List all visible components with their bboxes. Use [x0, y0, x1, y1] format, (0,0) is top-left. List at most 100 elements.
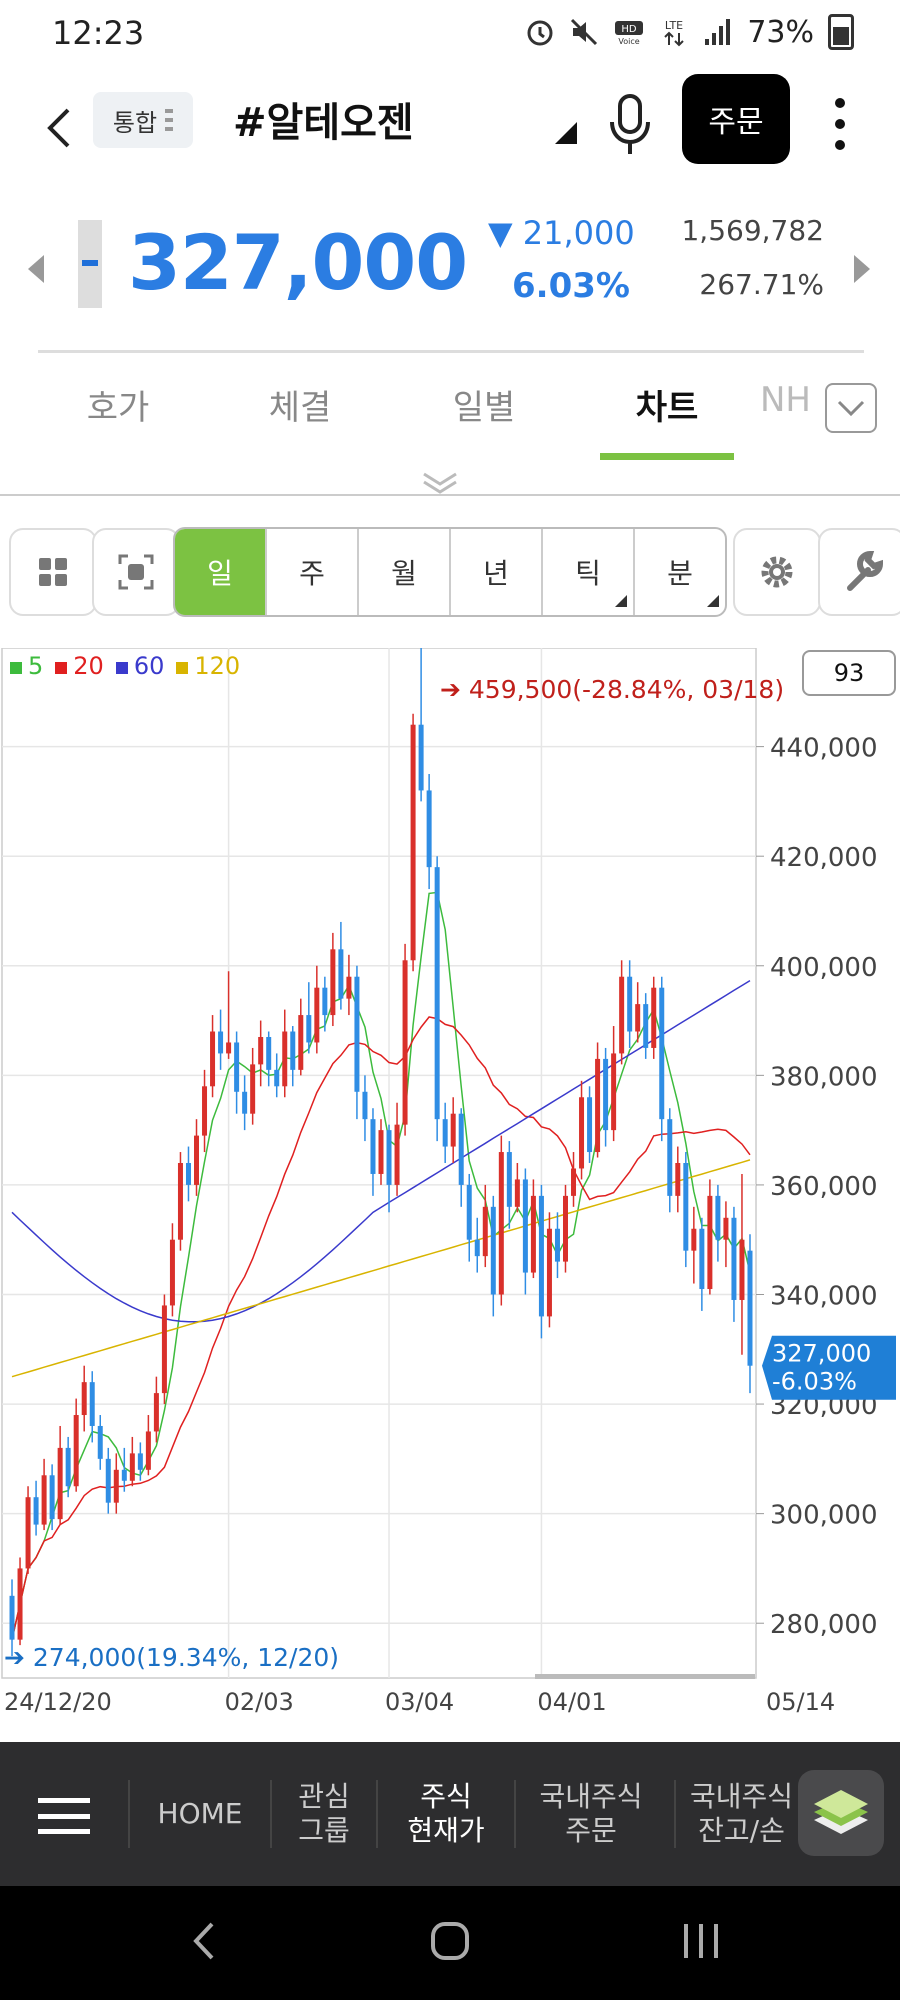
nav-watch-group[interactable]: 관심 그룹	[272, 1742, 376, 1886]
tab-chart[interactable]: 차트	[635, 388, 699, 428]
market-select[interactable]: 통합	[93, 92, 193, 148]
x-tick-label: 03/04	[385, 1688, 454, 1716]
tab-orderbook[interactable]: 호가	[86, 388, 150, 428]
layers-icon	[814, 1790, 868, 1834]
active-tab-indicator	[600, 453, 734, 460]
period-selector: 일 주 월 년 틱 분	[173, 527, 727, 617]
period-day[interactable]: 일	[175, 529, 267, 615]
tab-nh[interactable]: NH	[760, 380, 811, 420]
ma-legend: 5 20 60 120	[10, 652, 240, 680]
signal-icon	[705, 19, 731, 45]
system-recents-icon[interactable]	[676, 1916, 726, 1966]
back-arrow-icon[interactable]	[36, 102, 88, 154]
nav-divider	[514, 1780, 516, 1848]
divider	[38, 350, 864, 353]
focus-frame-icon	[118, 554, 154, 590]
candle-body	[723, 1217, 729, 1240]
period-tick[interactable]: 틱	[543, 529, 635, 615]
tab-trades[interactable]: 체결	[268, 388, 332, 428]
period-minute[interactable]: 분	[635, 529, 725, 615]
nav-stock-current[interactable]: 주식 현재가	[378, 1742, 514, 1886]
period-label: 주	[299, 557, 325, 590]
candle-body	[194, 1135, 200, 1185]
header: 통합 #알테오젠 주문	[0, 70, 900, 190]
candle-body	[619, 976, 625, 1054]
tab-bar: 호가 체결 일별 차트 NH	[0, 360, 900, 470]
candle-body	[579, 1097, 585, 1169]
candle-body	[169, 1239, 175, 1306]
legend-item-ma60: 60	[115, 652, 164, 680]
tab-daily[interactable]: 일별	[452, 388, 516, 428]
system-back-icon[interactable]	[180, 1916, 230, 1966]
candle-body	[474, 1239, 480, 1257]
period-label: 틱	[575, 557, 601, 590]
candle-body	[514, 1179, 520, 1207]
candle-count-input[interactable]: 93	[802, 650, 896, 696]
plot-frame	[1, 648, 757, 1679]
dropdown-corner-icon[interactable]	[555, 122, 577, 144]
candle-body	[731, 1217, 737, 1300]
candle-body	[522, 1179, 528, 1273]
nav-domestic-balance[interactable]: 국내주식 잔고/손	[690, 1742, 830, 1886]
more-menu-icon[interactable]	[830, 98, 850, 158]
status-bar: 12:23 HD Voice LTE 73%	[0, 0, 900, 70]
candle-body	[121, 1469, 127, 1481]
last-pct-label: -6.03%	[772, 1368, 857, 1396]
period-week[interactable]: 주	[267, 529, 359, 615]
nav-domestic-order[interactable]: 국내주식 주문	[516, 1742, 666, 1886]
layout-grid-button[interactable]	[9, 528, 97, 616]
next-stock-arrow-icon[interactable]	[854, 255, 870, 283]
candle-body	[81, 1382, 87, 1416]
battery-text: 73%	[747, 14, 814, 50]
y-tick-label: 340,000	[770, 1281, 878, 1311]
prev-stock-arrow-icon[interactable]	[28, 255, 44, 283]
candle-body	[715, 1195, 721, 1240]
fullscreen-button[interactable]	[92, 528, 180, 616]
candle-body	[691, 1228, 697, 1251]
candle-body	[242, 1091, 248, 1114]
nav-label: HOME	[157, 1797, 243, 1830]
layers-button[interactable]	[798, 1770, 884, 1856]
period-label: 일	[207, 557, 233, 590]
system-home-icon[interactable]	[425, 1916, 475, 1966]
candle-body	[9, 1595, 15, 1640]
candle-body	[105, 1458, 111, 1503]
expand-chevron-icon[interactable]	[420, 470, 460, 494]
ma20-line	[11, 1016, 751, 1640]
period-year[interactable]: 년	[451, 529, 543, 615]
candle-body	[57, 1447, 63, 1520]
microphone-icon[interactable]	[600, 90, 660, 160]
candle-body	[442, 1119, 448, 1147]
gear-icon	[761, 556, 793, 588]
y-tick-label: 420,000	[770, 843, 878, 873]
price-chart[interactable]: 440,000 420,000 400,000 380,000 360,000 340,0…	[0, 648, 900, 1723]
nav-home[interactable]: HOME	[130, 1742, 270, 1886]
nav-divider	[674, 1780, 676, 1848]
nav-label: 국내주식 주문	[539, 1780, 643, 1847]
stock-name[interactable]: #알테오젠	[233, 100, 414, 146]
max-price-note: ➔ 459,500(-28.84%, 03/18)	[440, 675, 784, 704]
chart-tools-button[interactable]	[818, 528, 900, 616]
candle-body	[129, 1453, 135, 1481]
candle-body	[153, 1393, 159, 1432]
wrench-icon	[847, 550, 884, 591]
candle-body	[354, 976, 360, 1092]
candle-body	[362, 1091, 368, 1120]
y-tick-label: 280,000	[770, 1610, 878, 1640]
hamburger-menu-icon[interactable]	[38, 1798, 90, 1834]
candle-body	[699, 1228, 705, 1290]
chevron-down-icon[interactable]	[825, 383, 877, 433]
nav-label: 주식 현재가	[407, 1780, 485, 1847]
candle-body	[554, 1228, 560, 1262]
price-grip-icon[interactable]	[78, 220, 102, 308]
period-month[interactable]: 월	[359, 529, 451, 615]
chart-settings-button[interactable]	[733, 528, 821, 616]
candle-body	[258, 1036, 264, 1065]
dropdown-corner-icon	[615, 595, 627, 607]
candle-body	[466, 1184, 472, 1240]
order-button[interactable]: 주문	[682, 74, 790, 164]
candle-body	[250, 1064, 256, 1114]
candle-body	[322, 987, 328, 1016]
candle-body	[707, 1195, 713, 1290]
candle-body	[571, 1168, 577, 1196]
